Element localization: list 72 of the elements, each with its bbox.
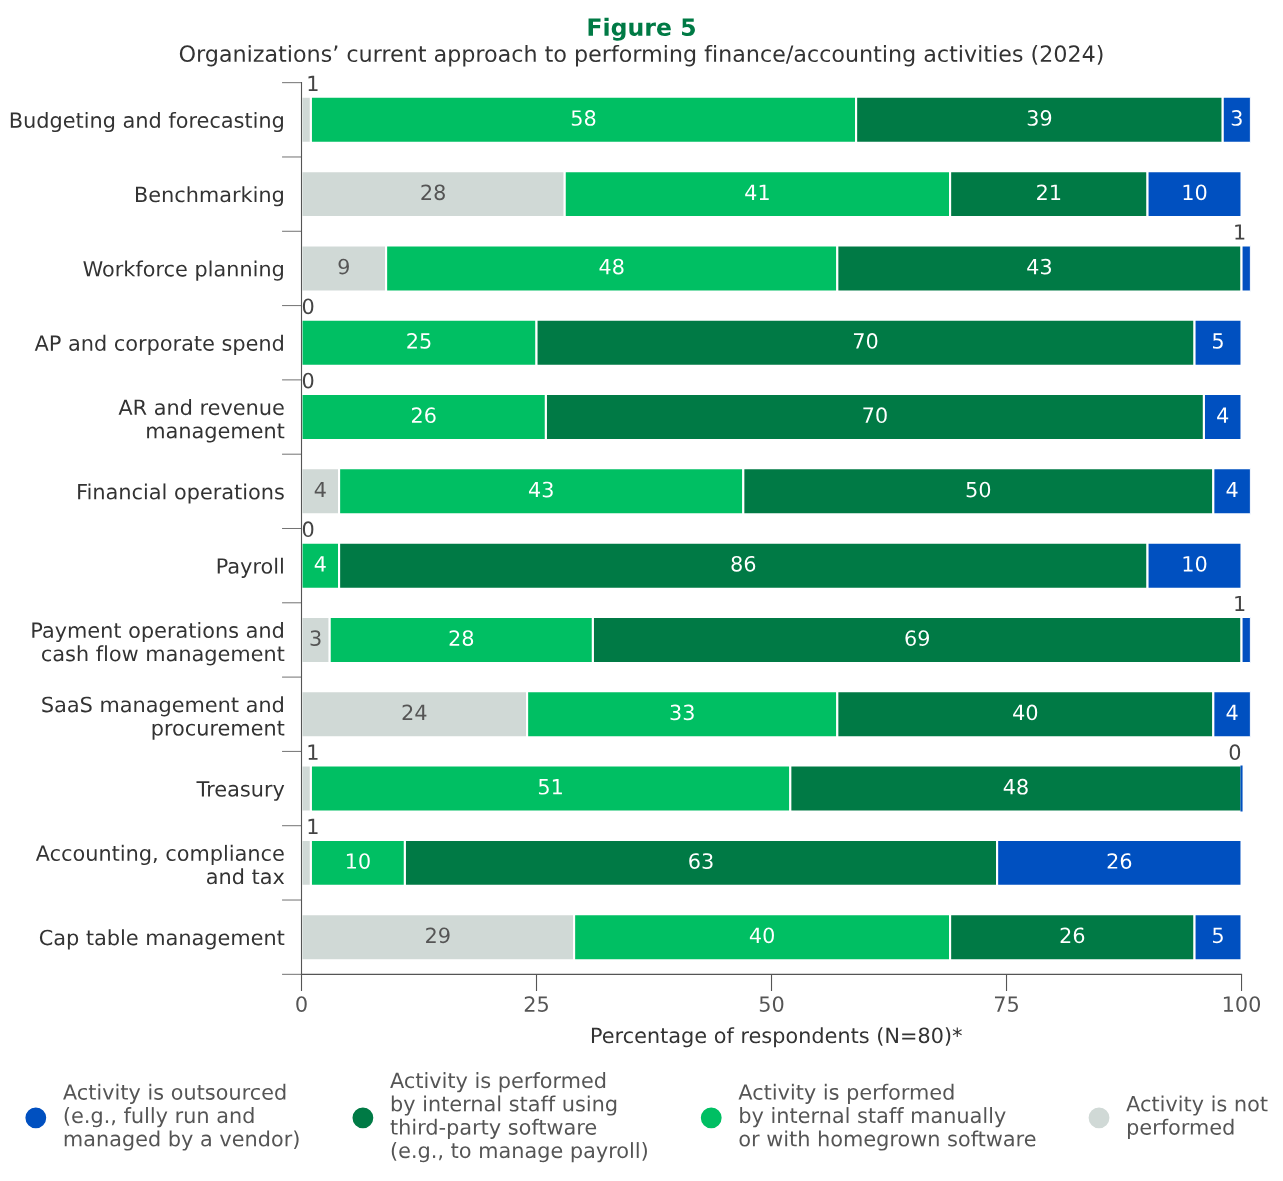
data-label: 1 — [308, 75, 318, 91]
legend-label: Activity is performed by internal staff manually or with homegrown software — [738, 1083, 1036, 1151]
y-tick-label: Financial operations — [78, 483, 284, 504]
data-label: 5 — [1213, 333, 1223, 349]
data-label: 9 — [338, 258, 349, 275]
data-label: 28 — [449, 630, 474, 646]
data-label: 28 — [421, 184, 445, 201]
data-label: 0 — [302, 298, 314, 315]
y-tick-label: Budgeting and forecasting — [10, 111, 283, 133]
data-label: 63 — [689, 853, 713, 869]
data-label: 33 — [670, 704, 694, 721]
y-tick-label: Accounting, compliance and tax — [35, 844, 285, 885]
x-tick-label: 25 — [524, 996, 548, 1012]
data-label: 4 — [314, 556, 326, 572]
data-label: 51 — [538, 779, 562, 795]
x-tick-label: 75 — [994, 996, 1018, 1012]
legend-label: Activity is performed by internal staff using third-party software (e.g., to manage payroll) — [390, 1072, 647, 1163]
data-label: 26 — [1060, 927, 1085, 944]
data-label: 48 — [1003, 778, 1028, 795]
data-label: 1 — [308, 818, 318, 835]
x-tick-label: 0 — [296, 996, 307, 1012]
y-tick-label: SaaS management and procurement — [42, 696, 285, 740]
x-tick-label: 100 — [1223, 996, 1261, 1012]
data-label: 4 — [1226, 704, 1238, 721]
data-label: 70 — [863, 407, 887, 424]
data-label: 41 — [745, 184, 769, 200]
data-label: 58 — [571, 110, 596, 126]
data-label: 40 — [1013, 704, 1038, 721]
data-label: 10 — [1183, 555, 1207, 572]
data-label: 21 — [1037, 184, 1061, 200]
y-tick-label: Workforce planning — [83, 260, 283, 281]
data-label: 1 — [1235, 224, 1245, 240]
data-label: 10 — [346, 853, 370, 869]
data-label: 39 — [1027, 110, 1052, 126]
data-label: 5 — [1213, 927, 1223, 944]
data-label: 86 — [731, 555, 756, 572]
chart-subtitle: Organizations’ current approach to performing finance/accounting activities (2024) — [179, 44, 1103, 67]
data-label: 70 — [853, 333, 878, 349]
y-tick-label: Cap table management — [39, 929, 285, 950]
data-label: 69 — [905, 630, 930, 646]
data-label: 0 — [302, 372, 314, 389]
y-tick-label: AR and revenue management — [118, 399, 285, 443]
data-label: 43 — [528, 481, 553, 498]
data-label: 4 — [1226, 481, 1238, 498]
data-label: 48 — [599, 258, 624, 275]
data-label: 29 — [426, 927, 450, 944]
data-label: 43 — [1027, 258, 1052, 275]
legend-label: Activity is outsourced (e.g., fully run and managed by a vendor) — [63, 1083, 299, 1151]
y-tick-label: Treasury — [196, 781, 285, 801]
y-tick-label: Payment operations and cash flow management — [32, 621, 285, 666]
legend-label: Activity is not performed — [1126, 1095, 1268, 1139]
data-label: 1 — [1235, 595, 1245, 612]
chart-title: Figure 5 — [588, 17, 695, 41]
data-label: 40 — [749, 927, 774, 944]
data-label: 26 — [411, 407, 436, 424]
y-tick-label: Benchmarking — [136, 186, 283, 207]
data-label: 0 — [302, 521, 314, 538]
data-label: 24 — [402, 704, 427, 721]
data-label: 10 — [1183, 184, 1207, 201]
x-axis-title: Percentage of respondents (N=80)* — [591, 1027, 962, 1048]
y-tick-label: Payroll — [217, 557, 283, 578]
y-tick-label: AP and corporate spend — [34, 334, 283, 355]
data-label: 3 — [310, 630, 321, 646]
data-label: 1 — [308, 744, 318, 760]
data-label: 25 — [407, 333, 431, 349]
data-label: 4 — [314, 481, 326, 498]
data-label: 0 — [1229, 744, 1241, 761]
data-label: 3 — [1231, 110, 1242, 126]
data-label: 4 — [1217, 407, 1229, 423]
data-label: 26 — [1107, 853, 1132, 869]
data-label: 50 — [966, 481, 991, 498]
x-tick-label: 50 — [759, 996, 784, 1012]
